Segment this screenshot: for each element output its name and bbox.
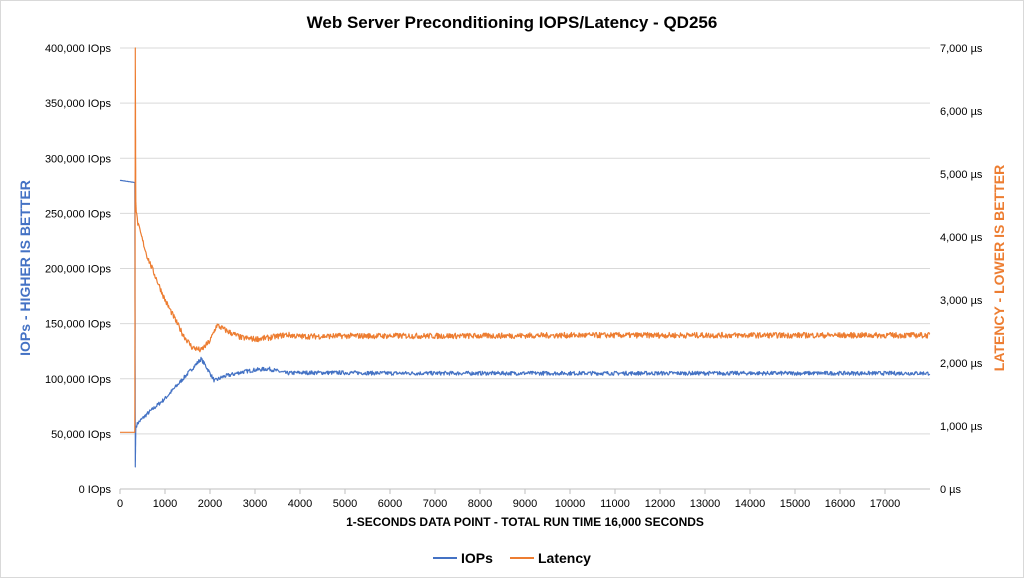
- x-tick-label: 1000: [153, 498, 177, 510]
- x-tick-label: 0: [117, 498, 123, 510]
- x-tick-label: 12000: [645, 498, 676, 510]
- x-tick-label: 17000: [870, 498, 901, 510]
- y-right-tick-label: 7,000 µs: [940, 43, 983, 55]
- x-tick-label: 9000: [513, 498, 537, 510]
- x-axis-label: 1-SECONDS DATA POINT - TOTAL RUN TIME 16…: [346, 515, 704, 529]
- y-left-tick-label: 250,000 IOps: [45, 208, 112, 220]
- y-left-tick-label: 300,000 IOps: [45, 153, 112, 165]
- y-axis-right-label: LATENCY - LOWER IS BETTER: [991, 165, 1007, 371]
- series-line-latency: [119, 47, 931, 433]
- x-tick-label: 7000: [423, 498, 447, 510]
- y-right-tick-label: 6,000 µs: [940, 106, 983, 118]
- y-right-tick-label: 3,000 µs: [940, 295, 983, 307]
- y-left-tick-label: 100,000 IOps: [45, 374, 112, 386]
- y-left-tick-label: 0 IOps: [79, 484, 112, 496]
- y-right-tick-label: 5,000 µs: [940, 169, 983, 181]
- x-tick-label: 11000: [600, 498, 630, 510]
- x-tick-label: 2000: [198, 498, 222, 510]
- x-tick-label: 5000: [333, 498, 357, 510]
- y-right-tick-label: 0 µs: [940, 484, 962, 496]
- y-left-tick-label: 400,000 IOps: [45, 43, 112, 55]
- series-line-iops: [119, 179, 931, 468]
- gridlines: [120, 47, 930, 435]
- y-left-tick-label: 350,000 IOps: [45, 98, 112, 110]
- legend: IOPs Latency: [433, 550, 591, 566]
- x-tick-label: 10000: [555, 498, 586, 510]
- tick-labels: 0 IOps 50,000 IOps 100,000 IOps 150,000 IOp…: [45, 43, 983, 510]
- legend-label-iops: IOPs: [461, 550, 493, 566]
- x-tick-label: 15000: [780, 498, 811, 510]
- y-left-tick-label: 200,000 IOps: [45, 264, 112, 276]
- series-layer: [119, 47, 931, 468]
- y-left-tick-label: 50,000 IOps: [51, 429, 111, 441]
- x-tick-label: 14000: [735, 498, 766, 510]
- axes: [119, 488, 930, 494]
- x-tick-label: 8000: [468, 498, 492, 510]
- y-right-tick-label: 2,000 µs: [940, 358, 983, 370]
- x-tick-label: 6000: [378, 498, 402, 510]
- y-axis-left-label: IOPs - HIGHER IS BETTER: [17, 180, 33, 356]
- chart-title: Web Server Preconditioning IOPS/Latency …: [307, 13, 718, 32]
- y-right-tick-label: 4,000 µs: [940, 232, 983, 244]
- x-tick-label: 4000: [288, 498, 312, 510]
- x-tick-label: 16000: [825, 498, 856, 510]
- legend-label-latency: Latency: [538, 550, 591, 566]
- x-tick-label: 13000: [690, 498, 721, 510]
- y-right-tick-label: 1,000 µs: [940, 421, 983, 433]
- x-tick-label: 3000: [243, 498, 267, 510]
- y-left-tick-label: 150,000 IOps: [45, 319, 112, 331]
